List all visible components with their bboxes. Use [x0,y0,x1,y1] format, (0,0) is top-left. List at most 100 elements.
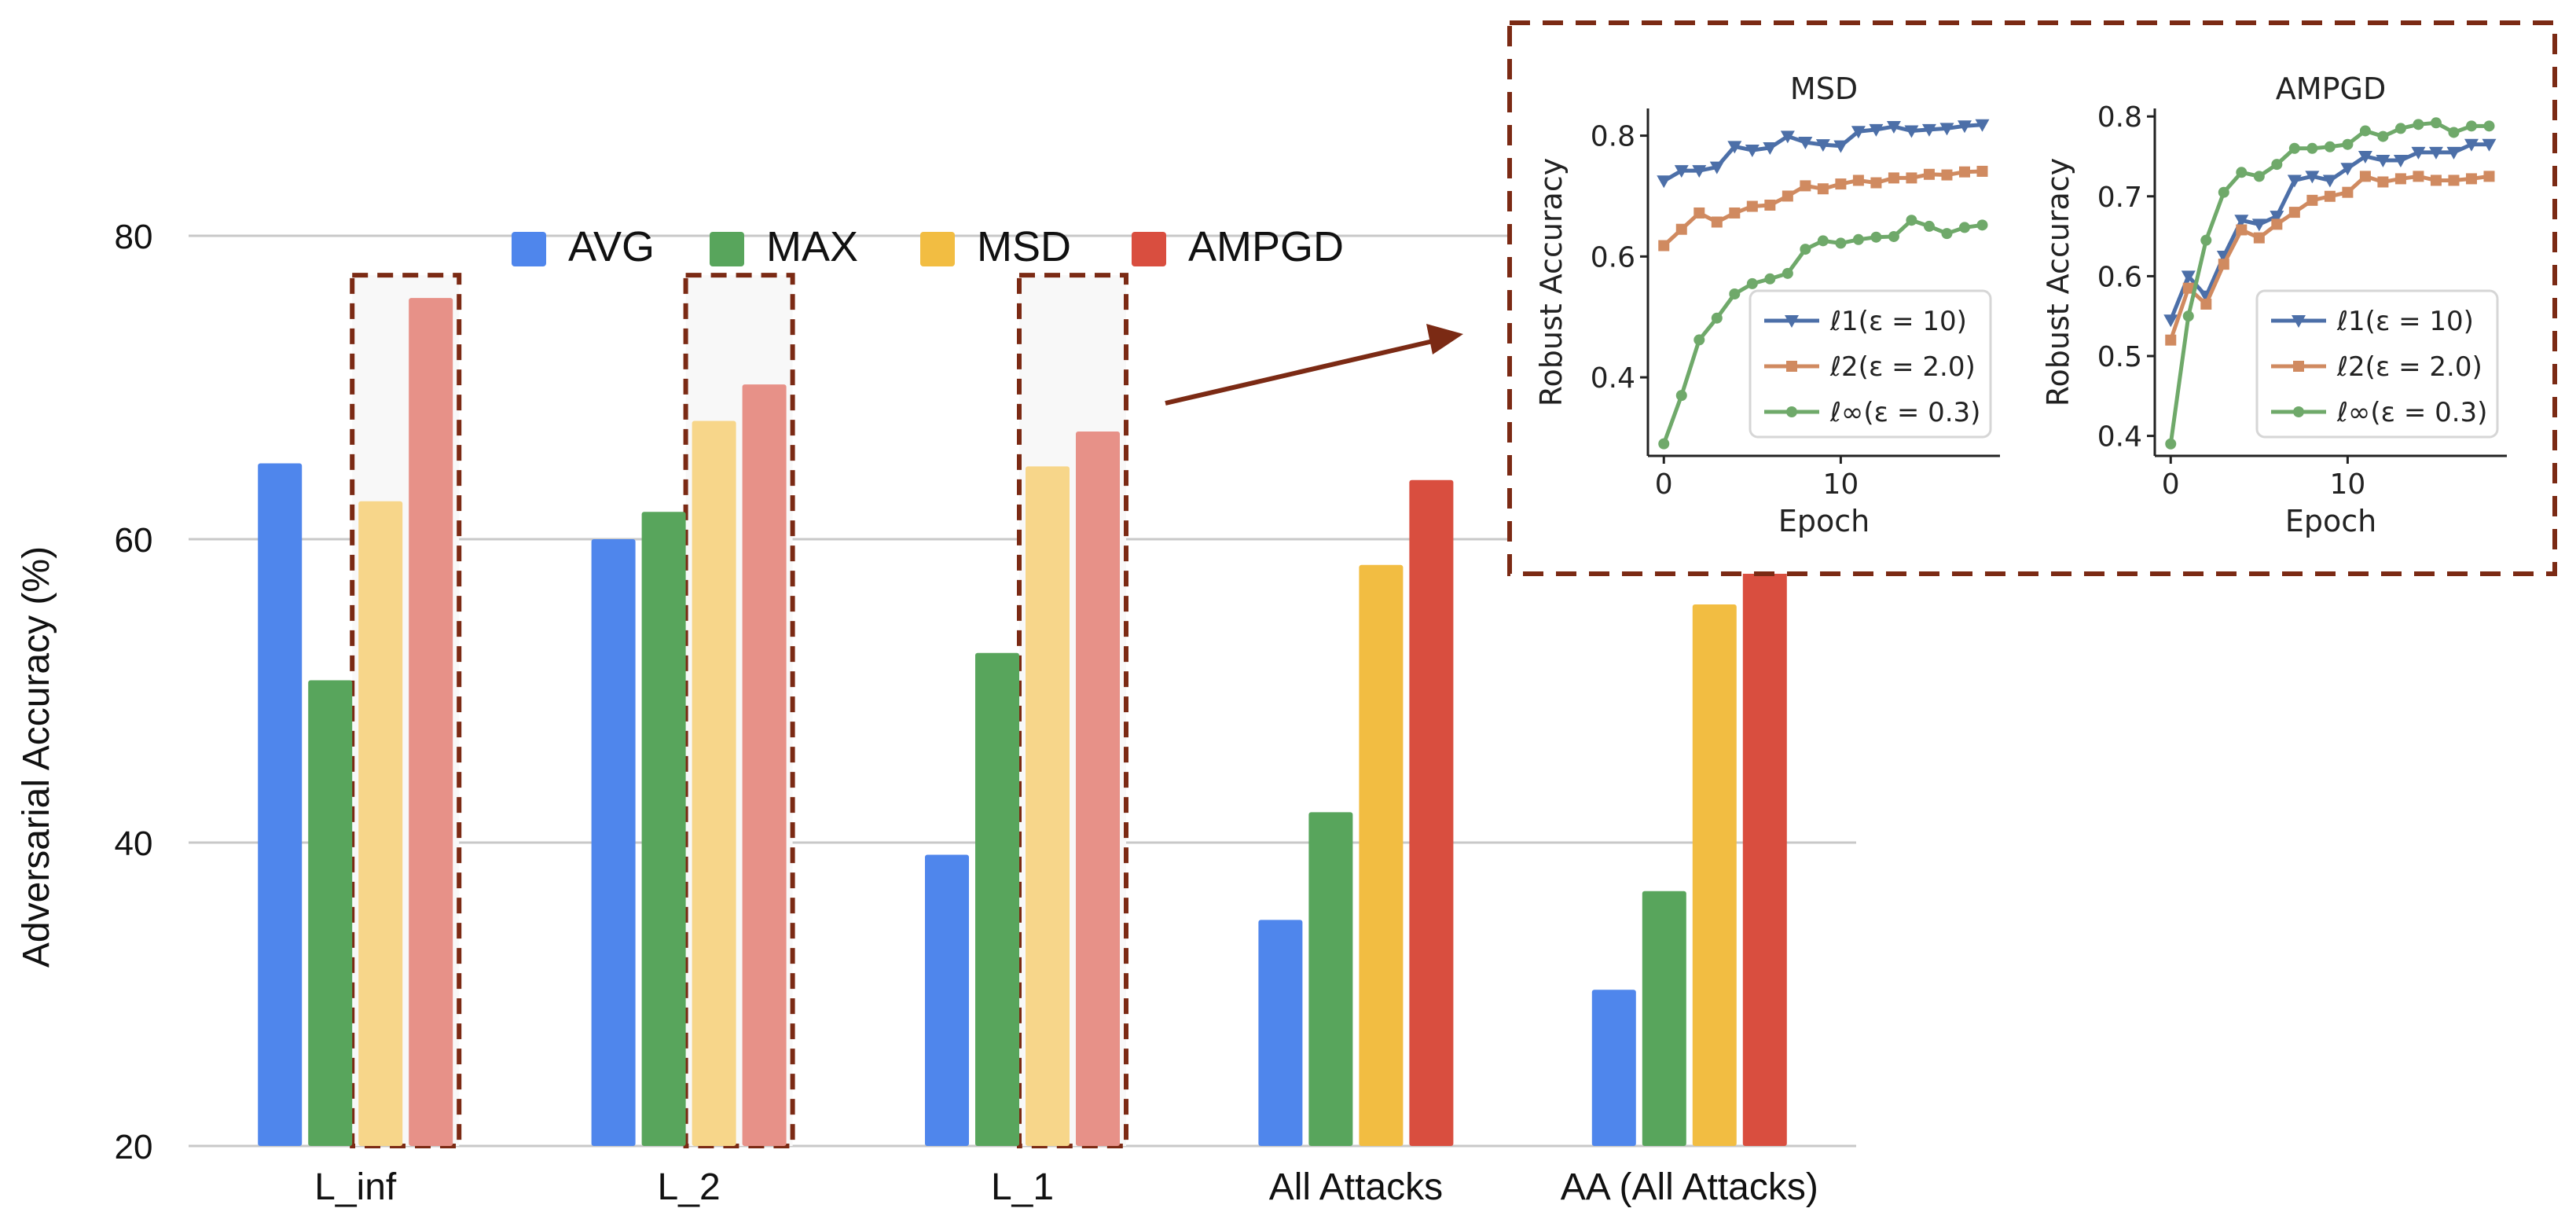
inset-point [2182,282,2194,294]
inset-legend-marker [2292,315,2306,328]
inset-point [2271,159,2283,171]
inset-legend-marker [1786,361,1797,372]
inset-point [1727,141,1742,154]
inset-point [2165,438,2177,450]
inset-x-tick-label: 0 [1655,468,1673,501]
inset-point [2359,125,2371,137]
inset-y-axis-label: Robust Accuracy [1534,158,1569,406]
bar-max-4 [1642,891,1686,1146]
inset-chart-msd: 0.4 0.6 0.8 0 10 MSD Epoch Robust Accuracy ℓ1(ε … [1534,72,2000,538]
inset-point [1711,216,1723,228]
bar-msd-4 [1692,604,1737,1146]
inset-point [1658,240,1670,252]
inset-point [2483,171,2495,182]
inset-point [1675,390,1687,402]
inset-legend-label: ℓ2(ε = 2.0) [2336,351,2482,383]
inset-point [1835,237,1847,249]
inset-y-tick-label: 0.7 [2097,182,2142,214]
inset-point [2359,171,2371,182]
inset-series-2 [1658,215,1988,450]
inset-point [1923,168,1935,180]
inset-point [2430,117,2442,129]
legend-label-msd: MSD [977,223,1071,270]
inset-point [1939,123,1954,136]
bar-ampgd-3 [1409,479,1454,1146]
inset-point [1780,130,1795,144]
inset-point [1693,334,1705,346]
inset-point [2342,138,2354,150]
bar-avg-1 [591,539,636,1146]
inset-point [2287,174,2302,188]
legend-swatch-max [710,232,744,266]
inset-point [2200,298,2212,310]
inset-point [1763,141,1778,155]
inset-point [2218,186,2229,198]
inset-y-tick-label: 0.8 [2097,101,2142,134]
inset-point [1958,166,1970,178]
inset-point [1869,123,1884,137]
inset-point [1745,145,1760,158]
legend-swatch-ampgd [1132,232,1166,266]
inset-point [1746,200,1758,212]
inset-point [1764,273,1776,285]
inset-point [2165,334,2177,346]
inset-point [2288,142,2300,154]
bar-max-2 [975,652,1019,1146]
inset-point [1764,199,1776,211]
inset-point [1833,140,1848,153]
main-bar-chart: 20 40 60 80 L_inf L_2 L_1 All Attacks AA (All At… [16,218,1856,1208]
inset-series-0 [1657,119,1990,189]
main-legend: AVG MAX MSD AMPGD [512,223,1344,270]
main-x-tick-label: L_1 [991,1166,1054,1208]
inset-legend-frame [1749,289,1992,439]
legend-label-avg: AVG [568,223,655,270]
inset-point [2163,314,2178,328]
inset-point [1906,215,1917,226]
inset-y-tick-label: 0.6 [1591,241,1635,274]
inset-legend-marker [1786,406,1797,417]
inset-point [2322,174,2337,188]
inset-point [1815,139,1830,152]
inset-legend: ℓ1(ε = 10) ℓ2(ε = 2.0) ℓ∞(ε = 0.3) [2255,289,2499,439]
bar-msd-2 [1026,466,1070,1146]
inset-point [1782,267,1793,279]
inset-point [1941,228,1953,240]
inset-point [1711,312,1723,324]
inset-point [2288,207,2300,219]
inset-point [2394,173,2406,185]
inset-y-tick-label: 0.6 [2097,261,2142,293]
inset-point [1906,172,1917,184]
inset-point [1904,125,1919,138]
inset-point [1798,137,1813,150]
main-y-tick-label: 60 [115,521,153,560]
inset-x-tick-label: 10 [2329,468,2365,501]
inset-x-tick-label: 0 [2162,468,2180,501]
inset-point [1870,177,1882,189]
bar-msd-1 [692,421,736,1146]
inset-x-axis-label: Epoch [1778,504,1870,538]
main-y-tick-label: 80 [115,218,153,256]
inset-series-1 [1658,165,1988,252]
inset-point [2236,167,2248,178]
inset-series-2 [2165,117,2495,450]
inset-point [1800,180,1811,192]
inset-point [2181,270,2196,284]
inset-point [2446,146,2461,160]
legend-swatch-msd [920,232,955,266]
inset-point [2306,142,2318,154]
inset-series-0 [2163,138,2497,328]
bar-ampgd-2 [1076,431,1120,1146]
inset-point [1888,230,1899,242]
inset-point [2324,190,2336,202]
inset-point [2358,150,2372,163]
inset-point [2448,127,2460,138]
inset-point [1958,222,1970,233]
inset-legend-label: ℓ1(ε = 10) [2336,306,2474,337]
legend-label-max: MAX [766,223,858,270]
bar-ampgd-1 [742,384,787,1146]
inset-legend-label: ℓ∞(ε = 0.3) [1829,397,1980,428]
inset-legend: ℓ1(ε = 10) ℓ2(ε = 2.0) ℓ∞(ε = 0.3) [1749,289,1992,439]
inset-point [2251,219,2266,232]
inset-point [2377,130,2389,142]
